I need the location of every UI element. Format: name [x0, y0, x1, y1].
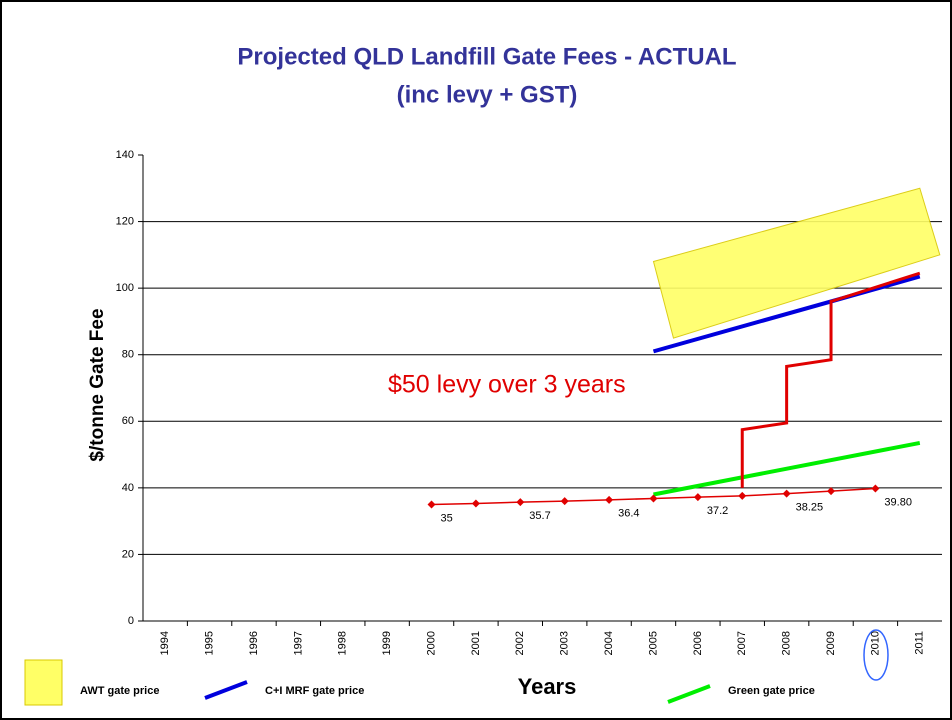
x-tick-label: 2002 — [514, 631, 526, 655]
y-tick-label: 40 — [122, 482, 134, 494]
awt-band — [652, 187, 941, 339]
x-tick-label: 2005 — [647, 631, 659, 655]
x-tick-label: 1997 — [292, 631, 304, 655]
y-tick-label: 120 — [116, 215, 134, 227]
chart-title: (inc levy + GST) — [397, 81, 578, 108]
x-tick-label: 2007 — [736, 631, 748, 655]
y-tick-label: 60 — [122, 415, 134, 427]
chart-title: Projected QLD Landfill Gate Fees - ACTUA… — [237, 43, 736, 70]
y-tick-label: 20 — [122, 548, 134, 560]
x-tick-label: 1999 — [381, 631, 393, 655]
legend-label: AWT gate price — [80, 685, 159, 697]
y-tick-label: 80 — [122, 349, 134, 361]
data-label: 38.25 — [796, 502, 824, 514]
data-label: 36.4 — [618, 508, 639, 520]
data-label: 37.2 — [707, 505, 728, 517]
gate-fee-marker — [871, 484, 880, 493]
x-tick-label: 2009 — [825, 631, 837, 655]
highlight-circle — [863, 629, 889, 681]
data-label: 35.7 — [529, 510, 550, 522]
series-line — [652, 274, 921, 354]
gate-fee-marker — [560, 497, 569, 506]
x-tick-label: 2011 — [914, 631, 926, 655]
series-line — [653, 440, 921, 497]
legend-swatch — [204, 680, 248, 700]
x-tick-label: 2004 — [603, 631, 615, 655]
legend-label: C+I MRF gate price — [265, 685, 364, 697]
data-label: 39.80 — [884, 496, 912, 508]
gate-fee-marker — [471, 499, 480, 508]
x-tick-label: 2010 — [869, 631, 881, 655]
x-tick-label: 2003 — [559, 631, 571, 655]
x-tick-label: 1995 — [203, 631, 215, 655]
gate-fee-marker — [427, 500, 436, 509]
x-tick-label: 2001 — [470, 631, 482, 655]
gate-fee-marker — [516, 498, 525, 507]
x-axis-label: Years — [518, 674, 577, 699]
gate-fee-marker — [738, 491, 747, 500]
x-tick-label: 1996 — [248, 631, 260, 655]
annotation: $50 levy over 3 years — [388, 371, 626, 399]
y-axis-label: $/tonne Gate Fee — [87, 308, 108, 461]
x-tick-label: 2008 — [781, 631, 793, 655]
y-tick-label: 100 — [116, 282, 134, 294]
levy-line — [740, 271, 921, 488]
x-tick-label: 2006 — [692, 631, 704, 655]
y-tick-label: 0 — [128, 615, 134, 627]
x-tick-label: 1994 — [159, 631, 171, 655]
legend-swatch — [24, 659, 63, 706]
gate-fee-marker — [649, 494, 658, 503]
legend-swatch — [667, 684, 711, 704]
x-tick-label: 2000 — [425, 631, 437, 655]
gate-fee-marker — [827, 487, 836, 496]
gate-fee-marker — [605, 495, 614, 504]
x-tick-label: 1998 — [337, 631, 349, 655]
gate-fee-marker — [782, 489, 791, 498]
y-tick-label: 140 — [116, 149, 134, 161]
legend-label: Green gate price — [728, 685, 815, 697]
gate-fee-marker — [693, 493, 702, 502]
data-label: 35 — [441, 512, 453, 524]
